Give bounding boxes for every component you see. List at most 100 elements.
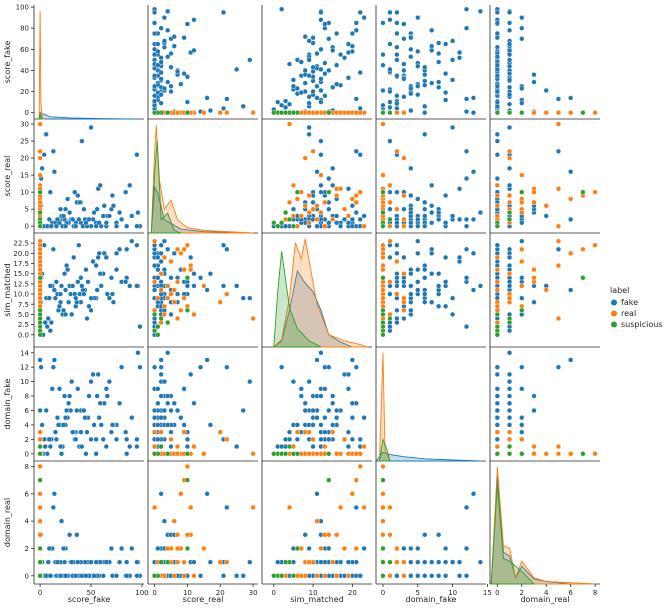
point-fake — [84, 315, 90, 322]
point-fake — [72, 189, 78, 195]
point-fake — [155, 436, 161, 442]
kde-suspicious-score_real — [150, 140, 182, 234]
x-tick-label: 50 — [87, 589, 96, 597]
point-fake — [322, 21, 328, 27]
point-real — [555, 121, 562, 127]
point-real — [158, 429, 164, 435]
point-real — [387, 504, 393, 511]
point-fake — [477, 559, 484, 565]
point-fake — [310, 35, 316, 41]
point-fake — [63, 407, 70, 414]
point-fake — [134, 283, 140, 289]
point-fake — [345, 429, 352, 435]
panel-score_fake-vs-domain_fake — [375, 5, 486, 120]
point-real — [380, 199, 386, 205]
point-fake — [494, 9, 500, 15]
point-fake — [443, 220, 449, 226]
point-fake — [151, 73, 158, 79]
point-suspicious — [506, 110, 513, 116]
point-real — [387, 199, 393, 205]
point-fake — [443, 97, 449, 103]
point-fake — [66, 400, 72, 406]
point-fake — [494, 138, 500, 144]
point-real — [322, 443, 328, 450]
x-axis-label: sim_matched — [290, 595, 343, 604]
point-real — [494, 203, 500, 209]
point-fake — [155, 422, 161, 428]
point-fake — [184, 74, 191, 80]
point-real — [345, 573, 352, 579]
point-fake — [85, 279, 91, 285]
point-fake — [449, 124, 456, 131]
point-fake — [345, 41, 352, 47]
point-real — [361, 504, 367, 511]
point-real — [334, 451, 340, 457]
point-fake — [178, 81, 184, 87]
point-fake — [394, 189, 400, 195]
point-fake — [41, 152, 47, 158]
point-fake — [326, 220, 332, 226]
point-fake — [422, 573, 428, 579]
point-real — [310, 206, 316, 212]
y-tick-label: 60 — [20, 46, 29, 54]
point-fake — [151, 407, 158, 414]
point-real — [298, 573, 304, 579]
point-real — [171, 287, 177, 293]
point-fake — [184, 283, 191, 289]
point-fake — [494, 131, 500, 137]
point-fake — [318, 559, 324, 565]
point-fake — [568, 95, 574, 101]
point-fake — [83, 220, 89, 226]
point-fake — [168, 311, 174, 318]
point-fake — [330, 182, 336, 188]
point-fake — [197, 275, 204, 281]
panel-score_fake-vs-domain_real — [489, 5, 600, 120]
point-fake — [151, 364, 158, 370]
point-fake — [188, 254, 194, 261]
point-fake — [519, 238, 525, 244]
point-fake — [50, 148, 56, 154]
point-fake — [93, 436, 99, 442]
point-fake — [318, 87, 324, 94]
point-real — [361, 443, 367, 450]
point-fake — [204, 357, 210, 363]
point-fake — [345, 386, 352, 392]
point-fake — [158, 250, 164, 256]
point-real — [286, 504, 293, 511]
point-fake — [174, 291, 181, 297]
point-fake — [86, 303, 92, 309]
point-suspicious — [37, 477, 43, 483]
y-tick-label: 6 — [25, 490, 30, 498]
point-real — [401, 155, 407, 161]
pairplot-grid: 020406080100score_fake051015202530score_… — [3, 4, 600, 604]
point-fake — [151, 20, 158, 26]
point-real — [401, 307, 407, 313]
point-fake — [168, 88, 174, 95]
point-suspicious — [380, 319, 386, 326]
point-fake — [415, 250, 421, 256]
point-suspicious — [165, 451, 171, 457]
point-fake — [463, 175, 470, 182]
point-real — [506, 429, 513, 435]
point-fake — [151, 83, 158, 89]
point-fake — [191, 17, 197, 23]
point-fake — [443, 90, 449, 96]
point-fake — [449, 559, 456, 565]
point-fake — [470, 287, 477, 293]
point-fake — [349, 436, 355, 442]
point-fake — [171, 250, 177, 256]
point-fake — [168, 407, 174, 414]
y-tick-label: 15.0 — [13, 270, 29, 278]
point-fake — [415, 545, 421, 552]
point-fake — [158, 258, 164, 265]
point-real — [158, 287, 164, 293]
point-fake — [436, 532, 442, 538]
point-real — [330, 559, 336, 565]
point-fake — [494, 242, 500, 248]
point-suspicious — [294, 545, 300, 552]
point-suspicious — [155, 324, 161, 330]
panel-domain_fake-vs-domain_real — [489, 347, 600, 462]
point-fake — [310, 407, 316, 414]
point-fake — [127, 182, 133, 188]
point-fake — [401, 545, 407, 552]
